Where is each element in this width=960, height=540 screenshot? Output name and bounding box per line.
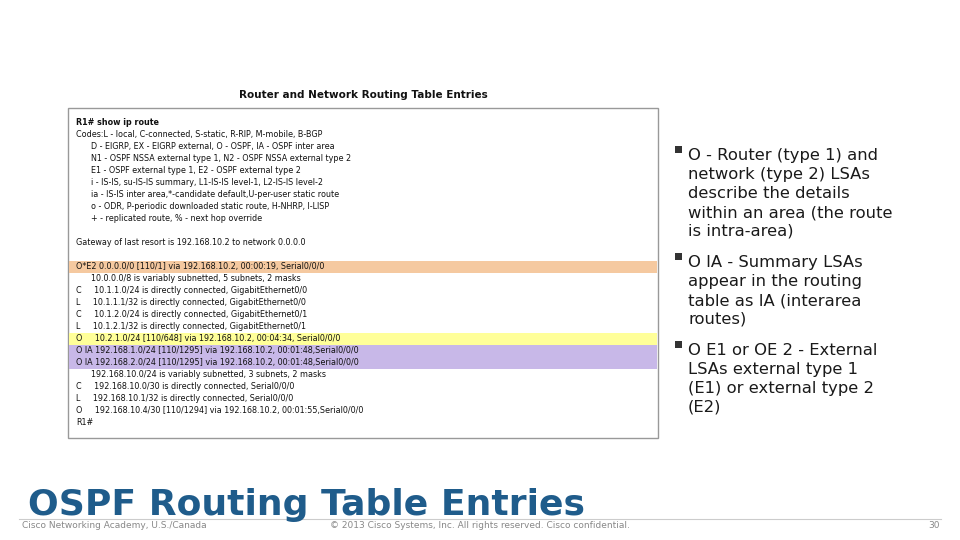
Text: O - Router (type 1) and: O - Router (type 1) and — [688, 148, 878, 163]
Text: 10.0.0.0/8 is variably subnetted, 5 subnets, 2 masks: 10.0.0.0/8 is variably subnetted, 5 subn… — [76, 274, 300, 283]
Text: o - ODR, P-periodic downloaded static route, H-NHRP, l-LISP: o - ODR, P-periodic downloaded static ro… — [76, 202, 329, 211]
Text: routes): routes) — [688, 312, 746, 327]
Text: ia - IS-IS inter area,*-candidate default,U-per-user static route: ia - IS-IS inter area,*-candidate defaul… — [76, 190, 339, 199]
Text: 192.168.10.0/24 is variably subnetted, 3 subnets, 2 masks: 192.168.10.0/24 is variably subnetted, 3… — [76, 370, 326, 379]
Text: L     10.1.1.1/32 is directly connected, GigabitEthernet0/0: L 10.1.1.1/32 is directly connected, Gig… — [76, 298, 306, 307]
Text: O     192.168.10.4/30 [110/1294] via 192.168.10.2, 00:01:55,Serial0/0/0: O 192.168.10.4/30 [110/1294] via 192.168… — [76, 406, 364, 415]
Text: O E1 or OE 2 - External: O E1 or OE 2 - External — [688, 343, 877, 358]
Text: C     192.168.10.0/30 is directly connected, Serial0/0/0: C 192.168.10.0/30 is directly connected,… — [76, 382, 295, 391]
Text: L     10.1.2.1/32 is directly connected, GigabitEthernet0/1: L 10.1.2.1/32 is directly connected, Gig… — [76, 322, 306, 331]
Bar — [69, 345, 657, 357]
Text: i - IS-IS, su-IS-IS summary, L1-IS-IS level-1, L2-IS-IS level-2: i - IS-IS, su-IS-IS summary, L1-IS-IS le… — [76, 178, 323, 187]
FancyBboxPatch shape — [68, 108, 658, 438]
Text: 30: 30 — [928, 521, 940, 530]
Bar — [69, 261, 657, 273]
Text: R1#: R1# — [76, 418, 93, 427]
Text: D - EIGRP, EX - EIGRP external, O - OSPF, IA - OSPF inter area: D - EIGRP, EX - EIGRP external, O - OSPF… — [76, 142, 335, 151]
Text: N1 - OSPF NSSA external type 1, N2 - OSPF NSSA external type 2: N1 - OSPF NSSA external type 1, N2 - OSP… — [76, 154, 351, 163]
Bar — [675, 146, 682, 153]
Text: describe the details: describe the details — [688, 186, 850, 201]
Bar — [69, 333, 657, 345]
Text: C     10.1.2.0/24 is directly connected, GigabitEthernet0/1: C 10.1.2.0/24 is directly connected, Gig… — [76, 310, 307, 319]
Text: O*E2 0.0.0.0/0 [110/1] via 192.168.10.2, 00:00:19, Serial0/0/0: O*E2 0.0.0.0/0 [110/1] via 192.168.10.2,… — [76, 262, 324, 271]
Text: network (type 2) LSAs: network (type 2) LSAs — [688, 167, 870, 182]
Text: table as IA (interarea: table as IA (interarea — [688, 293, 861, 308]
Text: © 2013 Cisco Systems, Inc. All rights reserved. Cisco confidential.: © 2013 Cisco Systems, Inc. All rights re… — [330, 521, 630, 530]
Text: + - replicated route, % - next hop override: + - replicated route, % - next hop overr… — [76, 214, 262, 223]
Text: C     10.1.1.0/24 is directly connected, GigabitEthernet0/0: C 10.1.1.0/24 is directly connected, Gig… — [76, 286, 307, 295]
Bar — [675, 341, 682, 348]
Text: O IA 192.168.1.0/24 [110/1295] via 192.168.10.2, 00:01:48,Serial0/0/0: O IA 192.168.1.0/24 [110/1295] via 192.1… — [76, 346, 359, 355]
Text: E1 - OSPF external type 1, E2 - OSPF external type 2: E1 - OSPF external type 1, E2 - OSPF ext… — [76, 166, 300, 175]
Text: Router and Network Routing Table Entries: Router and Network Routing Table Entries — [239, 90, 488, 100]
Text: Cisco Networking Academy, U.S./Canada: Cisco Networking Academy, U.S./Canada — [22, 521, 206, 530]
Text: appear in the routing: appear in the routing — [688, 274, 862, 289]
Bar — [675, 253, 682, 260]
Text: Gateway of last resort is 192.168.10.2 to network 0.0.0.0: Gateway of last resort is 192.168.10.2 t… — [76, 238, 305, 247]
Text: L     192.168.10.1/32 is directly connected, Serial0/0/0: L 192.168.10.1/32 is directly connected,… — [76, 394, 293, 403]
Text: O IA - Summary LSAs: O IA - Summary LSAs — [688, 255, 863, 270]
Text: O IA 192.168.2.0/24 [110/1295] via 192.168.10.2, 00:01:48,Serial0/0/0: O IA 192.168.2.0/24 [110/1295] via 192.1… — [76, 358, 359, 367]
Text: R1# show ip route: R1# show ip route — [76, 118, 159, 127]
Text: Codes:L - local, C-connected, S-static, R-RIP, M-mobile, B-BGP: Codes:L - local, C-connected, S-static, … — [76, 130, 323, 139]
Bar — [69, 357, 657, 369]
Text: O     10.2.1.0/24 [110/648] via 192.168.10.2, 00:04:34, Serial0/0/0: O 10.2.1.0/24 [110/648] via 192.168.10.2… — [76, 334, 341, 343]
Text: (E2): (E2) — [688, 400, 722, 415]
Text: within an area (the route: within an area (the route — [688, 205, 893, 220]
Text: is intra-area): is intra-area) — [688, 224, 794, 239]
Text: OSPF Routing Table Entries: OSPF Routing Table Entries — [28, 488, 585, 522]
Text: (E1) or external type 2: (E1) or external type 2 — [688, 381, 874, 396]
Text: LSAs external type 1: LSAs external type 1 — [688, 362, 858, 377]
